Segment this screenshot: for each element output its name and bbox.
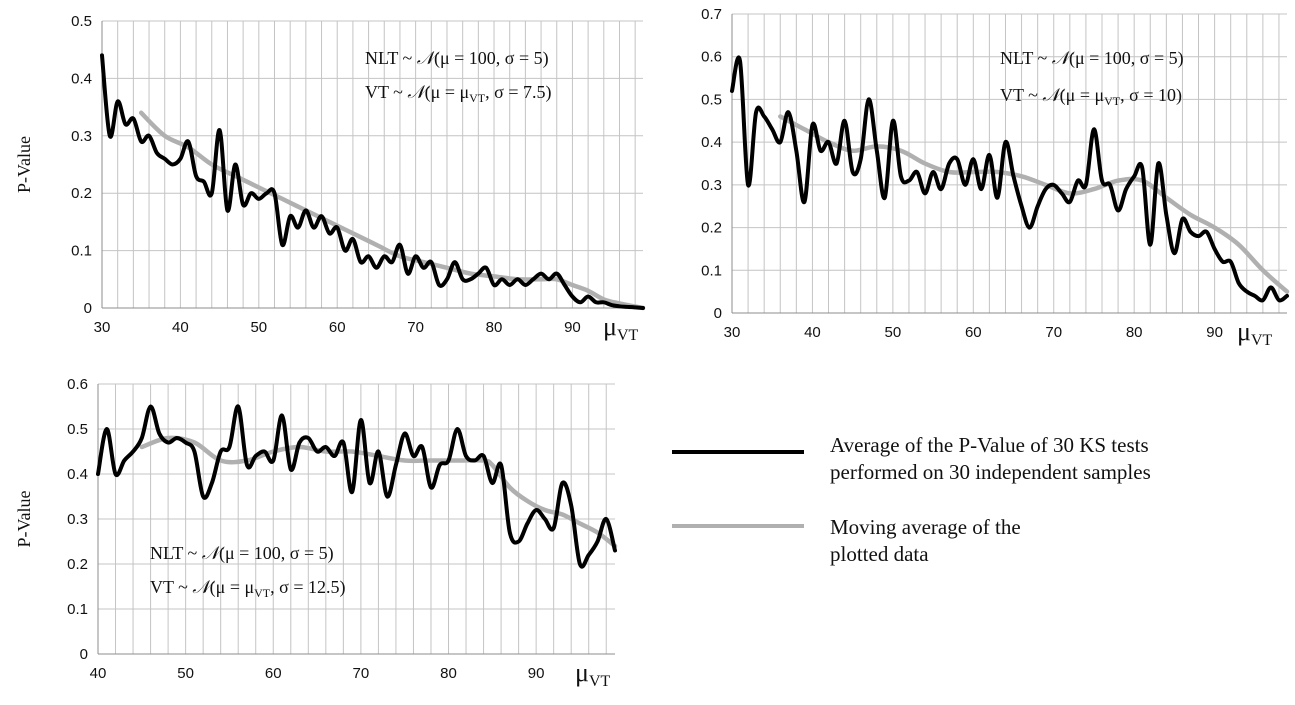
y-tick-label: 0.2 — [701, 220, 722, 237]
x-tick-label: 30 — [724, 324, 741, 341]
x-tick-label: 90 — [564, 319, 581, 336]
y-tick-label: 0.1 — [67, 601, 88, 618]
x-tick-label: 50 — [177, 665, 194, 682]
legend-moving-label-line1: Moving average of the — [830, 515, 1021, 539]
series-line-moving-average — [139, 435, 618, 549]
y-tick-label: 0 — [80, 646, 88, 663]
y-tick-label: 0.1 — [71, 243, 92, 260]
x-tick-label: 70 — [407, 319, 424, 336]
y-tick-label: 0 — [714, 305, 722, 322]
chart-3: 0 0.1 0.2 0.3 0.4 0.5 0.6 40 50 60 70 80 90 μVT P-Valu… — [14, 376, 618, 690]
y-tick-label: 0.1 — [701, 262, 722, 279]
x-tick-label: 70 — [1045, 324, 1062, 341]
annotation-line-1: NLT ~ 𝒩(μ = 100, σ = 5) — [1000, 48, 1184, 69]
x-tick-label: 40 — [804, 324, 821, 341]
y-tick-label: 0.3 — [67, 511, 88, 528]
legend-moving-label-line2: plotted data — [830, 542, 929, 566]
y-tick-label: 0.4 — [71, 70, 92, 87]
legend-avg-label-line1: Average of the P-Value of 30 KS tests — [830, 433, 1149, 457]
x-tick-label: 50 — [250, 319, 267, 336]
y-tick-label: 0.2 — [71, 185, 92, 202]
chart-2: 0 0.1 0.2 0.3 0.4 0.5 0.6 0.7 30 40 50 60 70 80 90 μVT N… — [701, 6, 1290, 349]
y-tick-label: 0.3 — [71, 128, 92, 145]
series-line-average — [100, 53, 645, 310]
annotation-line-2: VT ~ 𝒩(μ = μVT, σ = 7.5) — [365, 82, 551, 105]
legend-avg-label: Average of the P-Value of 30 KS tests pe… — [830, 432, 1151, 486]
x-tick-label: 50 — [885, 324, 902, 341]
y-tick-label: 0 — [84, 300, 92, 317]
x-tick-label: 80 — [486, 319, 503, 336]
annotation-line-1: NLT ~ 𝒩(μ = 100, σ = 5) — [150, 543, 334, 564]
y-tick-label: 0.6 — [701, 49, 722, 66]
y-tick-label: 0.2 — [67, 556, 88, 573]
x-axis-label: μVT — [1237, 317, 1273, 349]
legend-avg-line — [672, 450, 804, 454]
y-tick-label: 0.3 — [701, 177, 722, 194]
x-axis-label: μVT — [603, 312, 639, 344]
y-tick-label: 0.6 — [67, 376, 88, 393]
y-tick-label: 0.5 — [701, 91, 722, 108]
x-axis-label: μVT — [575, 658, 611, 690]
legend-moving-line — [672, 524, 804, 528]
y-tick-label: 0.5 — [67, 421, 88, 438]
y-tick-label: 0.4 — [701, 134, 722, 151]
series-line-average — [730, 55, 1289, 303]
annotation-line-1: NLT ~ 𝒩(μ = 100, σ = 5) — [365, 48, 549, 69]
x-tick-label: 80 — [1126, 324, 1143, 341]
legend-moving-label: Moving average of the plotted data — [830, 514, 1021, 568]
y-axis-label: P-Value — [14, 136, 34, 193]
x-tick-label: 30 — [94, 319, 111, 336]
x-tick-label: 60 — [329, 319, 346, 336]
x-tick-label: 40 — [172, 319, 189, 336]
x-tick-label: 70 — [353, 665, 370, 682]
annotation-line-2: VT ~ 𝒩(μ = μVT, σ = 12.5) — [150, 577, 345, 600]
y-tick-label: 0.4 — [67, 466, 88, 483]
legend-avg-label-line2: performed on 30 independent samples — [830, 460, 1151, 484]
x-tick-label: 60 — [965, 324, 982, 341]
series-line-moving-average — [778, 114, 1290, 294]
x-tick-label: 90 — [1206, 324, 1223, 341]
y-tick-label: 0.7 — [701, 6, 722, 23]
series-line-average — [96, 404, 617, 569]
chart-1: 0 0.1 0.2 0.3 0.4 0.5 30 40 50 60 70 80 90 μVT P-Value… — [14, 13, 646, 344]
x-tick-label: 60 — [265, 665, 282, 682]
x-tick-label: 40 — [90, 665, 107, 682]
x-tick-label: 90 — [528, 665, 545, 682]
annotation-line-2: VT ~ 𝒩(μ = μVT, σ = 10) — [1000, 85, 1182, 108]
y-axis-label: P-Value — [14, 491, 34, 548]
x-tick-label: 80 — [440, 665, 457, 682]
y-tick-label: 0.5 — [71, 13, 92, 30]
